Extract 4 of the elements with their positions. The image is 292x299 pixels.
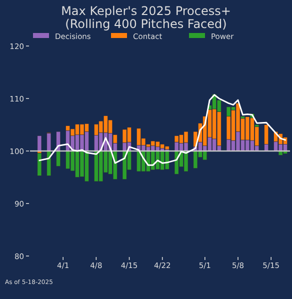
bar — [37, 152, 42, 176]
bar — [37, 136, 42, 152]
line-series — [38, 94, 286, 166]
chart-title: Max Kepler's 2025 Process+ (Rolling 400 Pitches Faced) — [61, 4, 231, 31]
